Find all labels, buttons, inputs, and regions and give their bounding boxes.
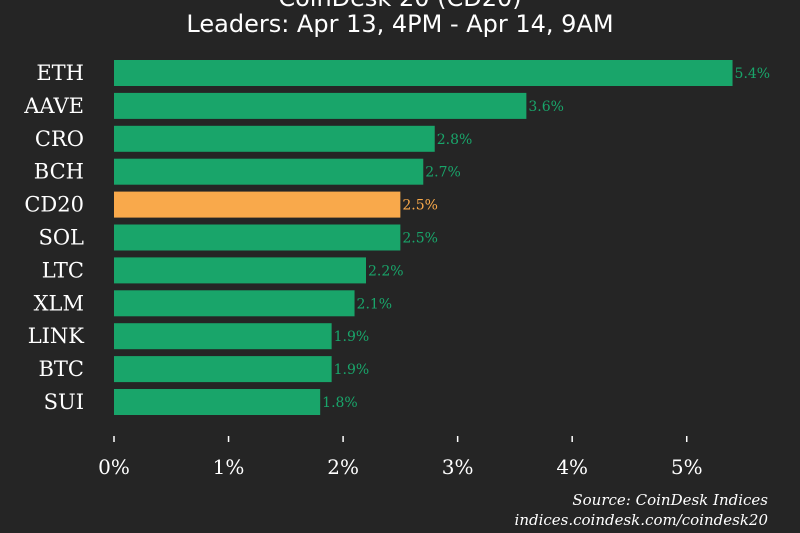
value-label-sol: 2.5% bbox=[402, 231, 438, 247]
x-tick-label-4: 4% bbox=[556, 455, 588, 479]
value-label-aave: 3.6% bbox=[528, 99, 564, 115]
chart-subtitle: Leaders: Apr 13, 4PM - Apr 14, 9AM bbox=[186, 10, 614, 38]
bar-sui bbox=[114, 389, 321, 415]
x-tick-label-0: 0% bbox=[98, 455, 130, 479]
chart-title: CoinDesk 20 (CD20) bbox=[0, 0, 800, 12]
bar-link bbox=[114, 323, 332, 350]
value-label-btc: 1.9% bbox=[334, 362, 370, 378]
bar-aave bbox=[114, 92, 527, 119]
bar-btc bbox=[114, 356, 332, 383]
x-tick-label-1: 1% bbox=[213, 455, 245, 479]
value-label-sui: 1.8% bbox=[322, 395, 358, 411]
category-label-ltc: LTC bbox=[42, 258, 84, 282]
x-tick-label-5: 5% bbox=[671, 455, 703, 479]
x-tick-label-3: 3% bbox=[442, 455, 474, 479]
bar-sol bbox=[114, 224, 401, 251]
category-label-bch: BCH bbox=[34, 160, 84, 184]
category-label-cd20: CD20 bbox=[24, 193, 84, 217]
category-label-xlm: XLM bbox=[34, 291, 84, 315]
value-label-bch: 2.7% bbox=[425, 165, 461, 181]
bar-bch bbox=[114, 158, 424, 185]
bar-cro bbox=[114, 125, 435, 152]
source-url: indices.coindesk.com/coindesk20 bbox=[514, 511, 768, 529]
category-label-aave: AAVE bbox=[23, 94, 84, 118]
category-label-sol: SOL bbox=[38, 226, 84, 250]
category-label-link: LINK bbox=[28, 324, 85, 348]
value-label-cro: 2.8% bbox=[437, 132, 473, 148]
value-label-link: 1.9% bbox=[334, 329, 370, 345]
value-label-eth: 5.4% bbox=[735, 66, 771, 82]
value-label-xlm: 2.1% bbox=[357, 296, 393, 312]
bar-eth bbox=[114, 60, 733, 86]
bar-ltc bbox=[114, 257, 366, 284]
bar-xlm bbox=[114, 290, 355, 317]
value-label-cd20: 2.5% bbox=[402, 198, 438, 214]
value-label-ltc: 2.2% bbox=[368, 263, 404, 279]
x-tick-label-2: 2% bbox=[327, 455, 359, 479]
category-label-btc: BTC bbox=[38, 357, 84, 381]
category-label-cro: CRO bbox=[35, 127, 84, 151]
category-label-sui: SUI bbox=[44, 390, 84, 414]
bar-cd20 bbox=[114, 191, 401, 218]
category-label-eth: ETH bbox=[36, 61, 84, 85]
source-note: Source: CoinDesk Indices bbox=[572, 491, 768, 509]
